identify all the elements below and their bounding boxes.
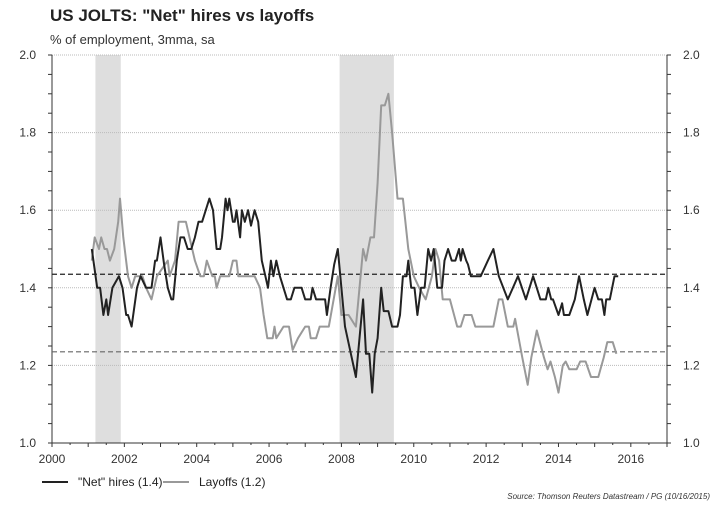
legend-label-layoffs: Layoffs (1.2) (199, 475, 266, 489)
y-tick-left: 1.4 (19, 281, 36, 295)
x-tick-label: 2008 (328, 452, 355, 466)
series-line-layoffs (90, 92, 618, 394)
x-tick-label: 2010 (400, 452, 427, 466)
x-tick-label: 2016 (617, 452, 644, 466)
x-tick-label: 2000 (39, 452, 66, 466)
y-tick-left: 1.8 (19, 126, 36, 140)
y-tick-right: 1.6 (683, 203, 700, 217)
source-note: Source: Thomson Reuters Datastream / PG … (507, 492, 710, 501)
y-tick-right: 2.0 (683, 48, 700, 62)
legend-item-net-hires: "Net" hires (1.4) (42, 475, 163, 489)
y-tick-right: 1.0 (683, 436, 700, 450)
x-tick-label: 2014 (545, 452, 572, 466)
y-tick-left: 1.6 (19, 203, 36, 217)
y-tick-left: 2.0 (19, 48, 36, 62)
legend-item-layoffs: Layoffs (1.2) (163, 475, 265, 489)
y-tick-left: 1.2 (19, 358, 36, 372)
recession-band-1 (339, 55, 394, 443)
legend-swatch-layoffs (163, 481, 189, 483)
legend-label-net-hires: "Net" hires (1.4) (78, 475, 163, 489)
chart-subtitle: % of employment, 3mma, sa (50, 32, 215, 47)
chart-title: US JOLTS: "Net" hires vs layoffs (50, 6, 315, 25)
x-tick-label: 2004 (183, 452, 210, 466)
y-tick-left: 1.0 (19, 436, 36, 450)
x-tick-label: 2006 (256, 452, 283, 466)
y-tick-right: 1.4 (683, 281, 700, 295)
y-tick-right: 1.8 (683, 126, 700, 140)
x-tick-label: 2012 (473, 452, 500, 466)
y-tick-right: 1.2 (683, 358, 700, 372)
legend-swatch-net-hires (42, 481, 68, 483)
series-line-net-hires (90, 197, 619, 394)
x-tick-label: 2002 (111, 452, 138, 466)
